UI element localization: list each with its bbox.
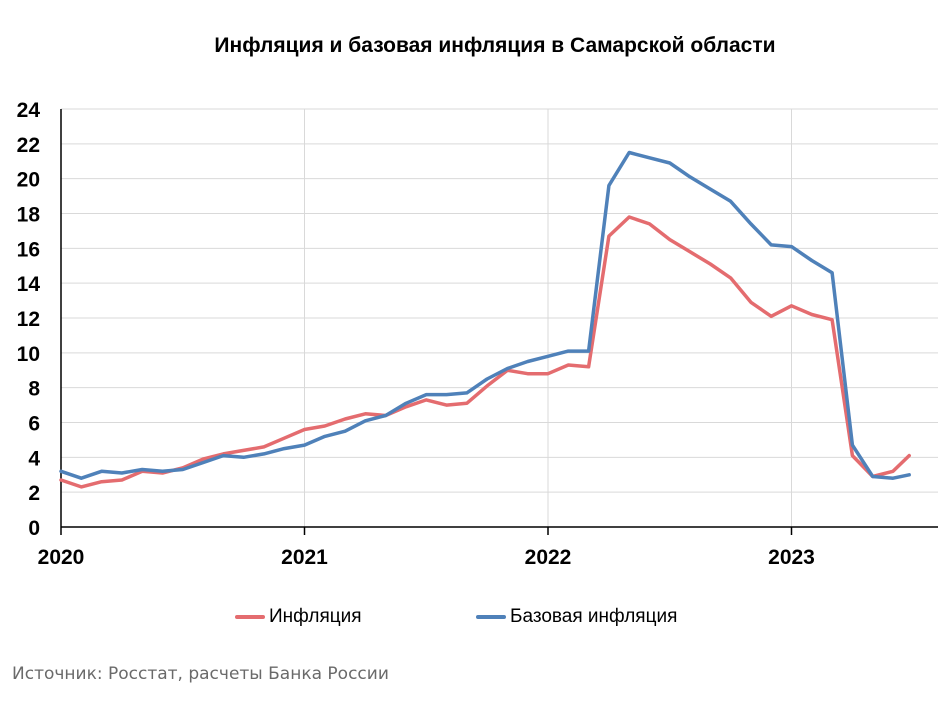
y-tick-label: 22 bbox=[17, 134, 40, 157]
y-tick-label: 16 bbox=[17, 238, 40, 261]
gridlines bbox=[61, 108, 938, 527]
y-tick-label: 24 bbox=[17, 99, 41, 122]
legend-swatch-inflation bbox=[235, 615, 265, 619]
legend-item-core-inflation: Базовая инфляция bbox=[476, 602, 677, 632]
legend-label-inflation: Инфляция bbox=[269, 606, 362, 627]
y-tick-label: 12 bbox=[17, 308, 40, 331]
series-lines bbox=[59, 150, 911, 489]
y-tick-label: 0 bbox=[28, 517, 40, 540]
y-tick-label: 8 bbox=[28, 378, 40, 401]
y-tick-label: 14 bbox=[17, 273, 41, 296]
x-tick-label: 2022 bbox=[525, 546, 572, 569]
x-tick-label: 2023 bbox=[768, 546, 815, 569]
x-tick-label: 2020 bbox=[38, 546, 85, 569]
y-tick-label: 4 bbox=[28, 447, 40, 470]
y-tick-label: 2 bbox=[28, 482, 40, 505]
y-tick-label: 6 bbox=[28, 413, 40, 436]
series-line-inflation bbox=[59, 215, 911, 489]
series-line-core-inflation bbox=[59, 150, 911, 480]
y-tick-label: 10 bbox=[17, 343, 40, 366]
x-tick-label: 2021 bbox=[281, 546, 328, 569]
legend-label-core-inflation: Базовая инфляция bbox=[510, 606, 678, 627]
source-note: Источник: Росстат, расчеты Банка России bbox=[12, 664, 389, 684]
y-tick-label: 18 bbox=[17, 204, 41, 227]
legend-item-inflation: Инфляция bbox=[235, 602, 362, 632]
legend-swatch-core-inflation bbox=[476, 615, 506, 619]
chart-title: Инфляция и базовая инфляция в Самарской … bbox=[214, 34, 776, 57]
y-tick-label: 20 bbox=[17, 169, 40, 192]
